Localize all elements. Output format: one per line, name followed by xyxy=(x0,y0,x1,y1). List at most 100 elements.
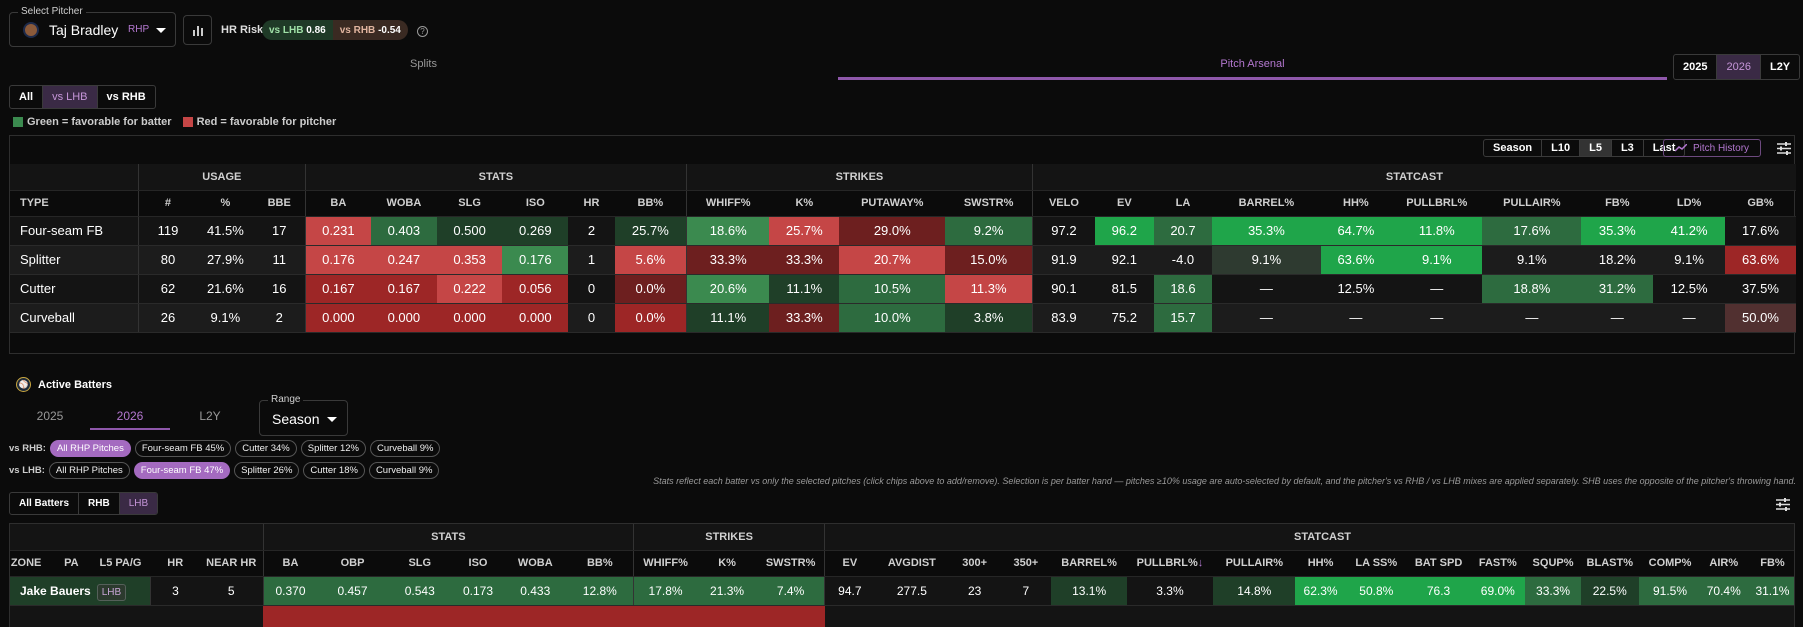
cell-k: 21.3% xyxy=(696,576,758,606)
batters-all[interactable]: All Batters xyxy=(10,493,80,514)
range-season[interactable]: Season xyxy=(1484,140,1543,156)
cell-fb: — xyxy=(1581,303,1654,333)
table-row[interactable]: Jake Bauers LHB 3 5 0.370 0.457 0.543 0.173 0.43… xyxy=(10,576,1794,606)
col-hr: HR xyxy=(568,190,615,217)
cell-ld: — xyxy=(1653,303,1725,333)
table-cell xyxy=(90,605,151,627)
table-cell xyxy=(199,605,264,627)
year-2026[interactable]: 2026 xyxy=(1717,55,1761,79)
settings-sliders-icon[interactable] xyxy=(1776,498,1790,511)
tab-pitch-arsenal[interactable]: Pitch Arsenal xyxy=(838,58,1667,80)
year-toggle: 2025 2026 L2Y xyxy=(1673,54,1801,80)
cell-pullbrl: 3.3% xyxy=(1126,576,1214,606)
cell-swstr: 11.3% xyxy=(945,274,1033,304)
cell-ba: 0.231 xyxy=(304,216,371,246)
cell-barrel: 13.1% xyxy=(1051,576,1127,606)
pitcher-name: Taj Bradley xyxy=(49,22,119,38)
cell-la: 20.7 xyxy=(1153,216,1213,246)
range-l3[interactable]: L3 xyxy=(1612,140,1644,156)
range-l10[interactable]: L10 xyxy=(1542,140,1581,156)
col-gb: GB% xyxy=(1724,190,1796,217)
year-l2y[interactable]: L2Y xyxy=(1769,61,1791,73)
cell-ba: 0.167 xyxy=(304,274,371,304)
cell-pullbrl: — xyxy=(1391,303,1483,333)
batters-lhb[interactable]: LHB xyxy=(119,493,158,514)
col-woba: WOBA xyxy=(370,190,437,217)
batter-name-cell[interactable]: Jake Bauers LHB xyxy=(10,576,152,606)
range-l5[interactable]: L5 xyxy=(1580,140,1612,156)
cell-k: 33.3% xyxy=(769,303,840,333)
col-: % xyxy=(197,190,254,217)
table-cell xyxy=(1580,605,1639,627)
tab-splits-label: Splits xyxy=(410,58,437,70)
batter-group-strikes: STRIKES xyxy=(633,524,825,551)
col-fb: FB% xyxy=(1746,550,1794,577)
chip-lhb-all[interactable]: All RHP Pitches xyxy=(48,462,130,479)
pitcher-hand: RHP xyxy=(128,24,150,35)
sort-arrow-icon: ↓ xyxy=(1197,557,1204,569)
cell-putaway: 10.0% xyxy=(839,303,946,333)
cell-hh: — xyxy=(1320,303,1392,333)
col-pullair: PULLAIR% xyxy=(1213,550,1296,577)
help-icon[interactable]: ? xyxy=(417,26,428,37)
active-batters-header: ⚾ Active Batters xyxy=(16,377,112,392)
pitcher-select-legend: Select Pitcher xyxy=(18,6,86,17)
batter-year-l2y[interactable]: L2Y xyxy=(199,409,221,423)
col-ba: BA xyxy=(262,550,318,577)
hand-vs-rhb[interactable]: vs RHB xyxy=(106,91,146,103)
table-row[interactable]: Cutter 62 21.6% 16 0.167 0.167 0.222 0.056 0 0.0%… xyxy=(10,274,1796,304)
cell-whiff: 18.6% xyxy=(686,216,770,246)
cell-woba: 0.403 xyxy=(370,216,437,246)
cell-pullair: 18.8% xyxy=(1482,274,1582,304)
year-2025[interactable]: 2025 xyxy=(1674,55,1718,79)
table-row[interactable]: Four-seam FB 119 41.5% 17 0.231 0.403 0.500 0.2… xyxy=(10,216,1796,246)
col-k: K% xyxy=(769,190,840,217)
table-row[interactable] xyxy=(10,605,1794,627)
col-k: K% xyxy=(696,550,758,577)
table-row[interactable]: Splitter 80 27.9% 11 0.176 0.247 0.353 0.176 1 5.… xyxy=(10,245,1796,275)
settings-sliders-icon[interactable] xyxy=(1777,142,1791,155)
cell-la: 15.7 xyxy=(1153,303,1213,333)
col-pullbrl: PULLBRL%↓ xyxy=(1126,550,1214,577)
cell-swstr: 9.2% xyxy=(945,216,1033,246)
batter-year-2026[interactable]: 2026 xyxy=(116,409,144,423)
col-ld: LD% xyxy=(1653,190,1725,217)
col-pullair: PULLAIR% xyxy=(1482,190,1582,217)
hr-risk-badges: vs LHB 0.86 vs RHB -0.54 xyxy=(262,20,408,40)
pitch-history-button[interactable]: Pitch History xyxy=(1663,139,1761,157)
chart-button[interactable] xyxy=(183,15,212,45)
chip-lhb-four-seam[interactable]: Four-seam FB 47% xyxy=(133,462,231,479)
chip-lhb-splitter[interactable]: Splitter 26% xyxy=(234,462,300,479)
table-row[interactable]: Curveball 26 9.1% 2 0.000 0.000 0.000 0.000 0 0.0… xyxy=(10,303,1796,333)
col-fast: FAST% xyxy=(1470,550,1526,577)
batter-year-2025[interactable]: 2025 xyxy=(36,409,64,423)
col-putaway: PUTAWAY% xyxy=(839,190,946,217)
cell-pullbrl: 11.8% xyxy=(1391,216,1483,246)
hand-vs-lhb[interactable]: vs LHB xyxy=(43,86,98,108)
cell-bbe: 2 xyxy=(253,303,306,333)
cell-woba: 0.167 xyxy=(370,274,437,304)
range-last[interactable]: Last xyxy=(1652,142,1676,154)
cell-gb: 17.6% xyxy=(1724,216,1796,246)
cell-ld: 12.5% xyxy=(1653,274,1725,304)
chip-lhb-cutter[interactable]: Cutter 18% xyxy=(303,462,365,479)
batters-rhb[interactable]: RHB xyxy=(79,493,120,514)
table-cell xyxy=(1295,605,1346,627)
chip-lhb-curveball[interactable]: Curveball 9% xyxy=(368,462,440,479)
col-hh: HH% xyxy=(1320,190,1392,217)
col-iso: ISO xyxy=(502,190,569,217)
col-squp: SQUP% xyxy=(1525,550,1581,577)
tab-splits[interactable]: Splits xyxy=(10,58,837,80)
range-select[interactable]: Range Season xyxy=(259,394,348,436)
chip-rhb-splitter[interactable]: Splitter 12% xyxy=(300,440,366,457)
chip-rhb-four-seam[interactable]: Four-seam FB 45% xyxy=(134,440,232,457)
hand-all[interactable]: All xyxy=(10,86,44,108)
chip-rhb-curveball[interactable]: Curveball 9% xyxy=(369,440,441,457)
cell-hr: 0 xyxy=(568,303,615,333)
col-slg: SLG xyxy=(387,550,452,577)
table-cell xyxy=(263,605,318,627)
pitcher-select[interactable]: Select Pitcher Taj Bradley RHP xyxy=(9,6,176,47)
table-cell xyxy=(1470,605,1526,627)
chip-rhb-cutter[interactable]: Cutter 34% xyxy=(235,440,297,457)
chip-rhb-all[interactable]: All RHP Pitches xyxy=(49,440,131,457)
